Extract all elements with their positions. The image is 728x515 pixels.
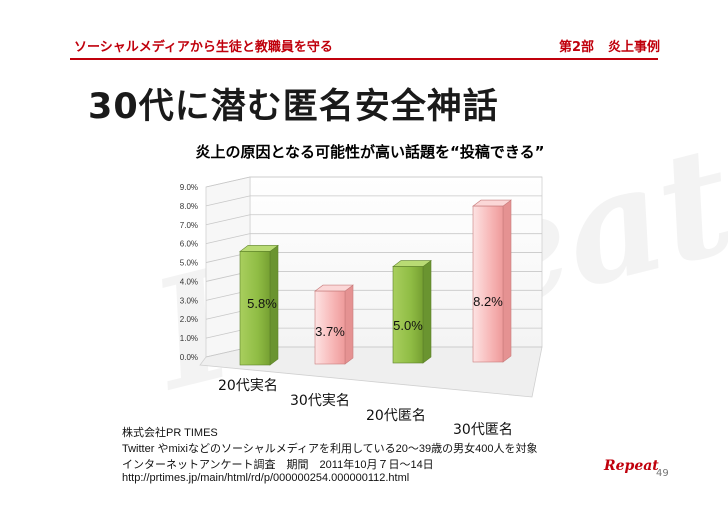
- source-survey-period: インターネットアンケート調査 期間 2011年10月７日～14日: [122, 459, 434, 471]
- chart-title: 炎上の原因となる可能性が高い話題を“投稿できる”: [195, 143, 545, 161]
- gridline-side: [205, 176, 251, 188]
- y-tick-label: 4.0%: [180, 277, 198, 286]
- x-tick-label: 20代匿名: [366, 408, 426, 424]
- source-company: 株式会社PR TIMES: [122, 427, 218, 439]
- y-tick-label: 0.0%: [180, 353, 198, 362]
- y-tick-label: 6.0%: [180, 240, 198, 249]
- y-tick-label: 9.0%: [180, 183, 198, 192]
- bar-side: [502, 199, 512, 363]
- x-tick-label: 20代実名: [218, 378, 278, 394]
- gridline-side: [205, 195, 251, 207]
- x-tick-label: 30代実名: [290, 393, 350, 409]
- header-topic-label: ソーシャルメディアから生徒と教職員を守る: [74, 40, 333, 55]
- company-logo: Repeat: [604, 458, 659, 474]
- header-section: 第2部 炎上事例: [559, 36, 660, 55]
- data-label: 8.2%: [473, 294, 503, 309]
- header-part-label: 第2部: [559, 40, 595, 55]
- y-tick-label: 5.0%: [180, 259, 198, 268]
- x-tick-label: 30代匿名: [453, 422, 513, 438]
- bar: [392, 266, 424, 364]
- slide-title: 30代に潜む匿名安全神話: [88, 87, 499, 127]
- bar-chart: 0.0% 1.0% 2.0% 3.0% 4.0% 5.0% 6.0% 7.0% 8.0% 9.0%…: [180, 176, 543, 438]
- page-number: 49: [656, 468, 669, 479]
- data-label: 5.0%: [393, 318, 423, 333]
- y-tick-label: 1.0%: [180, 334, 198, 343]
- y-tick-label: 3.0%: [180, 296, 198, 305]
- header-divider: [70, 58, 658, 60]
- y-tick-label: 2.0%: [180, 315, 198, 324]
- y-tick-label: 7.0%: [180, 221, 198, 230]
- gridline-side: [205, 233, 251, 245]
- bar: [239, 251, 271, 366]
- source-url[interactable]: http://prtimes.jp/main/html/rd/p/0000002…: [122, 472, 410, 484]
- bar: [472, 205, 504, 363]
- bar-side: [344, 284, 354, 365]
- bar: [314, 290, 346, 365]
- gridline-side: [205, 214, 251, 226]
- data-label: 3.7%: [315, 324, 345, 339]
- bar-side: [422, 259, 432, 364]
- header-section-label: 炎上事例: [608, 40, 661, 55]
- y-tick-label: 8.0%: [180, 202, 198, 211]
- source-survey-target: Twitter やmixiなどのソーシャルメディアを利用している20～39歳の男…: [122, 443, 538, 455]
- data-label: 5.8%: [247, 296, 277, 311]
